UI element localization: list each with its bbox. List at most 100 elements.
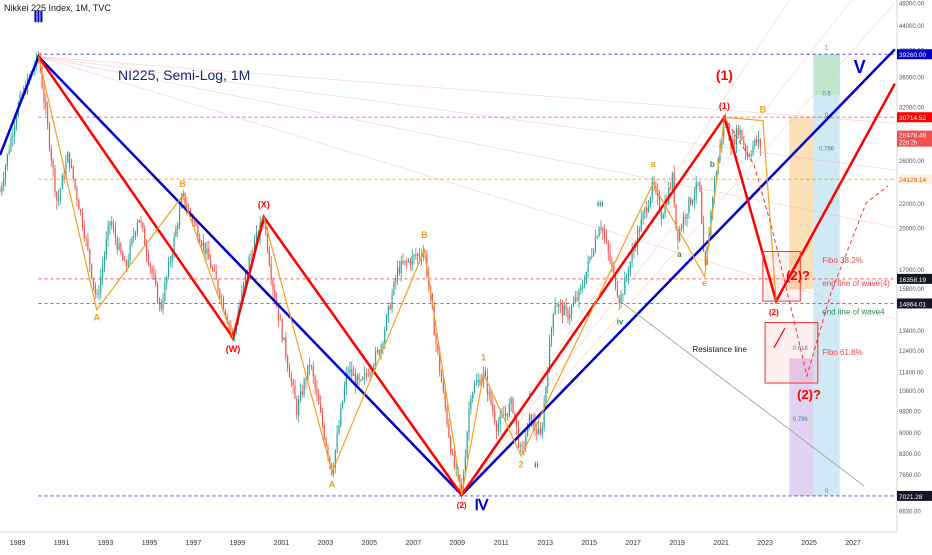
candle-body bbox=[230, 325, 232, 331]
candle-body bbox=[712, 197, 714, 212]
candle-body bbox=[58, 197, 60, 201]
x-tick-label: 2007 bbox=[406, 540, 422, 547]
candle-body bbox=[580, 288, 582, 291]
candle-body bbox=[89, 249, 91, 264]
level-badge bbox=[897, 174, 932, 185]
candle-body bbox=[155, 276, 157, 284]
candle-body bbox=[693, 195, 695, 201]
y-tick-label: 9800.00 bbox=[899, 409, 921, 415]
candle-body bbox=[701, 191, 703, 224]
candle-body bbox=[510, 398, 512, 404]
candle-body bbox=[105, 239, 107, 256]
candle-body bbox=[547, 372, 549, 387]
y-tick-label: 9000.00 bbox=[899, 431, 921, 437]
candle-body bbox=[475, 382, 477, 385]
x-tick-label: 2005 bbox=[362, 540, 378, 547]
candle-body bbox=[558, 303, 560, 307]
candle-body bbox=[47, 107, 49, 125]
fan-line-3 bbox=[38, 56, 895, 320]
candle-body bbox=[129, 244, 131, 261]
candle-body bbox=[274, 289, 276, 300]
candle-body bbox=[734, 139, 736, 145]
fib-level-label: 0.618 bbox=[793, 346, 809, 352]
wave-label: B bbox=[760, 104, 767, 114]
candle-body bbox=[164, 283, 166, 301]
candle-body bbox=[754, 139, 756, 147]
candle-body bbox=[451, 452, 454, 454]
current-price-timer: 22d 2h bbox=[899, 141, 917, 147]
candle-body bbox=[695, 182, 697, 196]
candle-body bbox=[325, 438, 327, 447]
candle-body bbox=[536, 429, 538, 434]
candle-body bbox=[574, 297, 576, 303]
candle-body bbox=[713, 180, 716, 198]
candle-body bbox=[702, 223, 705, 252]
candle-body bbox=[91, 263, 93, 278]
candle-body bbox=[704, 251, 706, 265]
x-tick-label: 2001 bbox=[274, 540, 290, 547]
candle-body bbox=[565, 305, 567, 310]
candle-body bbox=[15, 116, 18, 126]
x-tick-label: 2015 bbox=[581, 540, 597, 547]
candle-body bbox=[649, 197, 651, 206]
candle-body bbox=[54, 168, 56, 192]
y-tick-label: 44000.00 bbox=[899, 24, 925, 30]
candle-body bbox=[554, 305, 556, 314]
candle-body bbox=[103, 255, 106, 267]
candle-body bbox=[756, 139, 758, 143]
candle-body bbox=[338, 425, 340, 434]
candle-body bbox=[450, 437, 452, 453]
candle-body bbox=[613, 265, 615, 273]
current-price-label: 28478.49 bbox=[899, 133, 926, 140]
x-tick-label: 2019 bbox=[669, 540, 685, 547]
wave-label: iv bbox=[617, 317, 624, 326]
candle-body bbox=[94, 285, 96, 294]
candle-body bbox=[263, 221, 265, 224]
candle-body bbox=[268, 250, 270, 265]
candle-body bbox=[248, 256, 250, 270]
candle-body bbox=[611, 261, 613, 266]
candle-body bbox=[658, 196, 661, 212]
candle-body bbox=[279, 319, 281, 321]
candle-body bbox=[686, 213, 688, 219]
wave-label: B bbox=[421, 230, 428, 240]
candle-body bbox=[156, 283, 159, 303]
candle-body bbox=[210, 259, 212, 269]
y-tick-label: 22000.00 bbox=[899, 202, 925, 208]
level-badge-label: 24129.14 bbox=[899, 177, 926, 184]
candle-body bbox=[334, 450, 336, 468]
candle-body bbox=[415, 255, 417, 257]
candle-body bbox=[384, 330, 386, 343]
candle-body bbox=[142, 222, 144, 229]
candle-body bbox=[750, 154, 752, 156]
candle-body bbox=[512, 398, 514, 413]
candle-body bbox=[677, 229, 679, 241]
candle-body bbox=[532, 420, 534, 427]
fan-line-b-1 bbox=[461, 0, 853, 496]
candle-body bbox=[12, 135, 14, 138]
level-badge-label: 16358.19 bbox=[899, 277, 926, 284]
level-badge bbox=[897, 273, 932, 284]
candle-body bbox=[3, 179, 5, 186]
annotation-label: end line of wave4 bbox=[822, 307, 885, 316]
candle-body bbox=[171, 253, 173, 261]
candle-body bbox=[298, 400, 300, 416]
candle-body bbox=[112, 225, 115, 230]
resistance-arrow bbox=[773, 327, 786, 349]
candle-body bbox=[396, 267, 399, 279]
candle-body bbox=[404, 260, 406, 264]
candle-body bbox=[61, 175, 63, 189]
candle-body bbox=[560, 303, 562, 305]
candle-body bbox=[624, 277, 626, 295]
candle-body bbox=[270, 264, 272, 280]
candle-body bbox=[682, 216, 684, 228]
candle-body bbox=[530, 414, 532, 427]
candle-body bbox=[618, 296, 620, 304]
candle-body bbox=[360, 379, 362, 381]
candle-body bbox=[757, 139, 760, 143]
candle-body bbox=[697, 182, 699, 184]
candle-body bbox=[752, 146, 754, 155]
candle-body bbox=[303, 380, 305, 395]
candle-body bbox=[87, 238, 89, 250]
